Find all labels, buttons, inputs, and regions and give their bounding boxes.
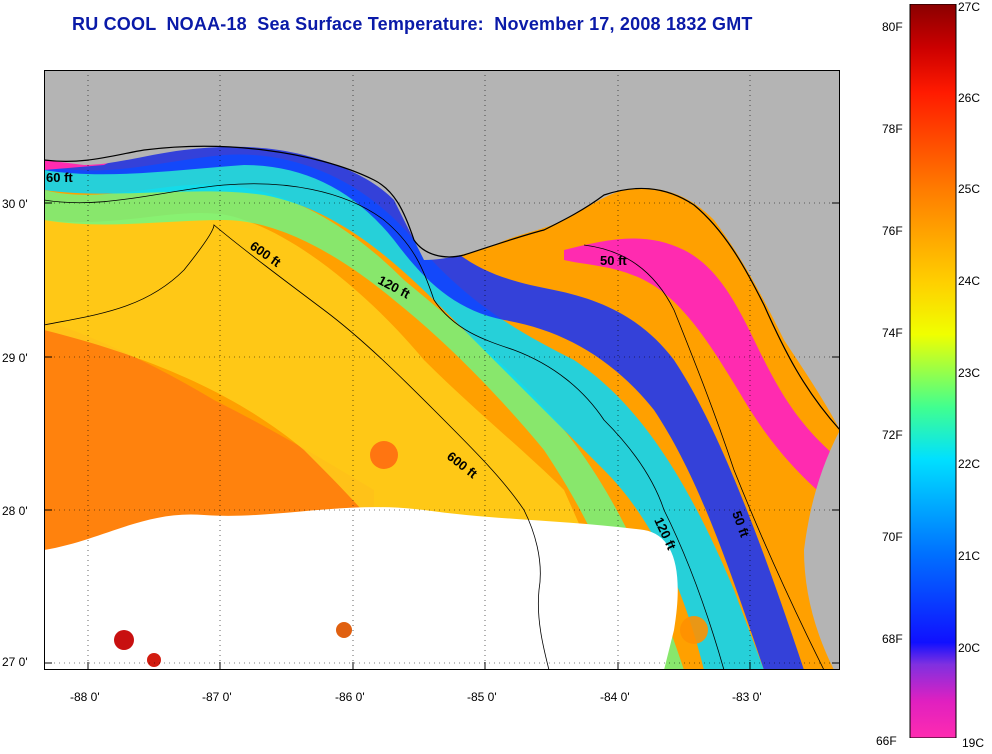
cb-c-label: 22C: [958, 457, 981, 471]
sst-map: 60 ft 600 ft 120 ft 50 ft 600 ft 120 ft …: [44, 70, 840, 670]
contour-50ft: [583, 244, 825, 670]
cb-c-label: 25C: [958, 182, 981, 196]
tick-marks: [44, 202, 840, 670]
cb-f-label: 76F: [882, 224, 903, 238]
coastline: [44, 145, 840, 431]
cb-f-label: 66F: [876, 734, 897, 748]
land-north: [44, 70, 840, 430]
lon-label: -88 0': [70, 690, 100, 704]
contour-120ft: [44, 183, 725, 670]
cb-f-label: 74F: [882, 326, 903, 340]
contour-label: 50 ft: [600, 253, 627, 268]
lon-label: -83 0': [732, 690, 762, 704]
colorbar: [909, 4, 957, 738]
map-svg: 60 ft 600 ft 120 ft 50 ft 600 ft 120 ft …: [44, 70, 840, 670]
lon-label: -86 0': [335, 690, 365, 704]
warm-speckle: [114, 630, 134, 650]
cb-c-label: 27C: [958, 0, 981, 14]
map-frame: [44, 70, 840, 670]
cb-f-label: 68F: [882, 632, 903, 646]
warm-speckle: [370, 441, 398, 469]
cb-c-label: 21C: [958, 549, 981, 563]
lat-label: 29 0': [2, 351, 28, 365]
lat-label: 30 0': [2, 197, 28, 211]
cb-c-label: 24C: [958, 274, 981, 288]
warm-speckle: [336, 622, 352, 638]
warm-speckle: [680, 616, 708, 644]
lat-label: 27 0': [2, 655, 28, 669]
grid-lines: [44, 70, 840, 670]
cloud-area: [44, 507, 678, 670]
cb-c-label: 20C: [958, 641, 981, 655]
lon-label: -87 0': [202, 690, 232, 704]
contour-600ft: [44, 224, 550, 670]
colorbar-gradient: [909, 4, 957, 738]
cb-c-label: 23C: [958, 366, 981, 380]
lat-label: 28 0': [2, 504, 28, 518]
cb-c-label: 26C: [958, 91, 981, 105]
chart-title: RU COOL NOAA-18 Sea Surface Temperature:…: [72, 14, 753, 34]
magenta-nearshore: [564, 238, 840, 510]
cb-f-label: 78F: [882, 122, 903, 136]
warm-speckle: [147, 653, 161, 667]
cb-c-label: 19C: [962, 736, 985, 750]
contour-label: 60 ft: [46, 170, 73, 185]
cb-f-label: 72F: [882, 428, 903, 442]
cb-f-label: 70F: [882, 530, 903, 544]
lon-label: -85 0': [467, 690, 497, 704]
green-band: [44, 184, 684, 670]
land-florida: [804, 430, 840, 670]
lon-label: -84 0': [600, 690, 630, 704]
cb-f-label: 80F: [882, 20, 903, 34]
